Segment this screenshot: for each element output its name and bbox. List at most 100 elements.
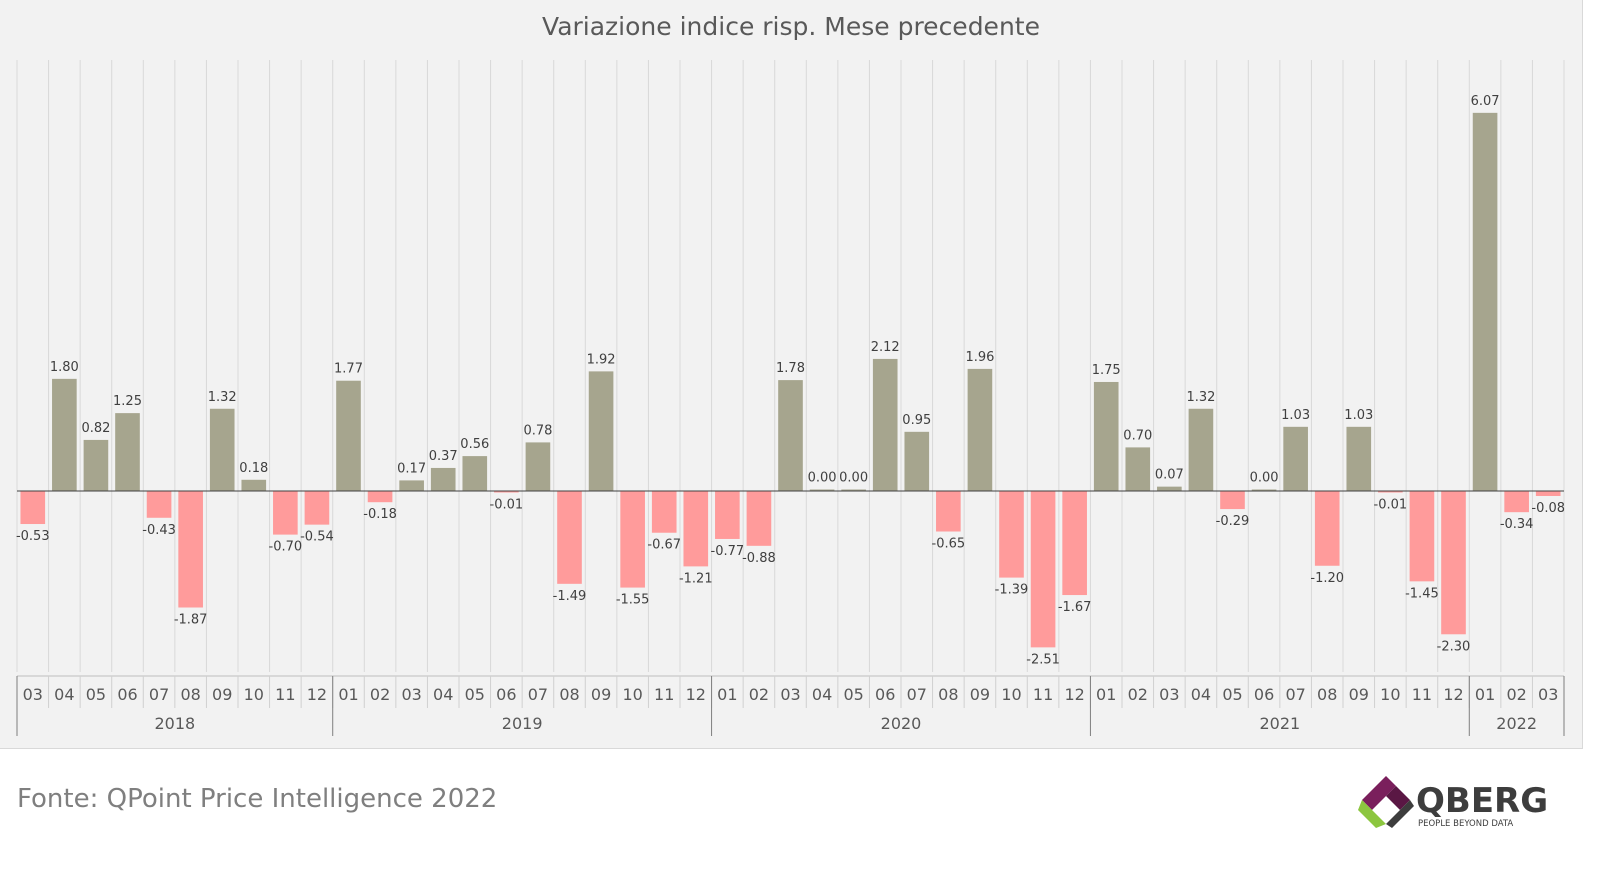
month-tick-label: 08 (1317, 685, 1337, 704)
data-label: -1.39 (995, 583, 1029, 598)
source-note: Fonte: QPoint Price Intelligence 2022 (17, 784, 498, 814)
year-tick-label: 2019 (502, 714, 543, 733)
data-label: -1.67 (1058, 600, 1092, 615)
data-label: 1.77 (334, 362, 363, 377)
data-label: 0.95 (902, 413, 931, 428)
month-tick-label: 04 (1191, 685, 1211, 704)
data-label: -1.21 (679, 571, 713, 586)
month-tick-label: 11 (654, 685, 674, 704)
month-tick-label: 06 (117, 685, 137, 704)
month-tick-label: 10 (1001, 685, 1021, 704)
bar (115, 413, 140, 491)
data-label: -1.49 (553, 589, 587, 604)
bar (430, 467, 456, 491)
data-label: 0.18 (239, 461, 268, 476)
data-label: 1.80 (50, 360, 79, 375)
bar (872, 358, 898, 491)
data-label: -0.70 (269, 540, 303, 555)
month-tick-label: 11 (275, 685, 295, 704)
data-label: -0.77 (711, 544, 745, 559)
bar (20, 491, 46, 525)
month-tick-label: 12 (307, 685, 327, 704)
data-label: 2.12 (871, 340, 900, 355)
data-label: 0.00 (1250, 471, 1279, 486)
month-tick-label: 11 (1033, 685, 1053, 704)
bar (525, 442, 551, 491)
data-label: -2.30 (1437, 639, 1471, 654)
data-label: -0.34 (1500, 517, 1534, 532)
data-label: 1.75 (1092, 363, 1121, 378)
month-tick-label: 12 (1064, 685, 1084, 704)
bar (241, 479, 267, 491)
logo-tagline: PEOPLE BEYOND DATA (1418, 819, 1513, 829)
data-label: 0.37 (429, 449, 458, 464)
month-tick-label: 02 (1506, 685, 1526, 704)
data-label: 0.00 (839, 471, 868, 486)
month-tick-label: 09 (591, 685, 611, 704)
month-tick-label: 01 (717, 685, 737, 704)
month-tick-label: 05 (465, 685, 485, 704)
data-label: -0.01 (490, 498, 524, 513)
data-label: 0.17 (397, 461, 426, 476)
month-tick-label: 01 (1475, 685, 1495, 704)
month-tick-label: 05 (843, 685, 863, 704)
month-tick-label: 07 (528, 685, 548, 704)
data-label: 0.07 (1155, 468, 1184, 483)
month-tick-label: 09 (1349, 685, 1369, 704)
data-label: -1.20 (1310, 571, 1344, 586)
bar (651, 491, 677, 533)
year-tick-label: 2020 (881, 714, 922, 733)
bar (178, 491, 203, 608)
month-tick-label: 07 (1285, 685, 1305, 704)
data-label: 1.96 (965, 350, 994, 365)
bar (936, 491, 961, 532)
bar (336, 380, 361, 491)
month-tick-label: 09 (970, 685, 990, 704)
data-label: -0.43 (142, 523, 176, 538)
month-tick-label: 04 (812, 685, 832, 704)
month-tick-label: 03 (1538, 685, 1558, 704)
data-label: 1.32 (208, 390, 237, 405)
month-tick-label: 03 (780, 685, 800, 704)
bar (904, 431, 930, 491)
month-tick-label: 03 (23, 685, 43, 704)
data-label: 1.78 (776, 361, 805, 376)
month-tick-label: 10 (244, 685, 264, 704)
data-label: -1.45 (1405, 586, 1439, 601)
bar (1346, 426, 1372, 491)
qberg-logo: QBERG PEOPLE BEYOND DATA (1358, 776, 1548, 829)
bar (1093, 381, 1119, 491)
data-label: 1.03 (1281, 408, 1310, 423)
bar (1125, 447, 1151, 491)
data-label: -0.65 (932, 536, 966, 551)
month-tick-label: 05 (1222, 685, 1242, 704)
month-tick-label: 06 (496, 685, 516, 704)
data-label: 0.70 (1123, 428, 1152, 443)
bar (1409, 491, 1435, 582)
data-label: -0.67 (647, 538, 681, 553)
bar (809, 489, 835, 491)
month-tick-label: 06 (1254, 685, 1274, 704)
month-tick-label: 07 (149, 685, 169, 704)
month-tick-label: 05 (86, 685, 106, 704)
bar (146, 491, 172, 518)
bar (494, 491, 519, 493)
bar (588, 371, 614, 491)
month-tick-label: 12 (686, 685, 706, 704)
month-tick-label: 03 (1159, 685, 1179, 704)
bar (1441, 491, 1466, 635)
month-tick-label: 02 (1128, 685, 1148, 704)
data-label: 1.03 (1344, 408, 1373, 423)
data-label: -0.29 (1216, 514, 1250, 529)
bar (367, 491, 393, 503)
bar (1251, 489, 1277, 491)
year-tick-label: 2018 (154, 714, 195, 733)
bar (462, 456, 488, 491)
bar (715, 491, 740, 539)
bar (1314, 491, 1340, 566)
data-label: 0.78 (523, 423, 552, 438)
data-label: -1.87 (174, 613, 208, 628)
month-tick-label: 01 (1096, 685, 1116, 704)
month-tick-label: 04 (433, 685, 453, 704)
year-tick-label: 2021 (1259, 714, 1300, 733)
